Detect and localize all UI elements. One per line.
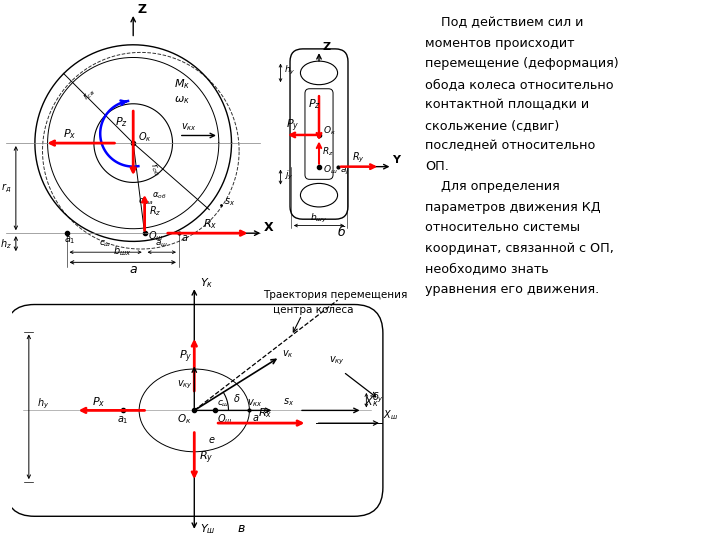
Text: $R_z$: $R_z$ — [322, 145, 334, 158]
Text: $X_к$: $X_к$ — [364, 395, 379, 409]
Text: $\alpha_{об}$: $\alpha_{об}$ — [152, 190, 167, 200]
Text: $P_y$: $P_y$ — [287, 118, 300, 134]
Text: $O_к$: $O_к$ — [176, 413, 191, 427]
Text: $O_к$: $O_к$ — [138, 131, 151, 144]
Text: $b_{шy}$: $b_{шy}$ — [310, 212, 328, 225]
Text: $P_z$: $P_z$ — [307, 97, 320, 111]
Text: $R_y$: $R_y$ — [199, 449, 213, 466]
Text: $v_{кy}$: $v_{кy}$ — [176, 379, 193, 392]
Text: $O_ш$: $O_ш$ — [323, 163, 337, 176]
Text: $P_x$: $P_x$ — [63, 127, 77, 140]
Text: X: X — [264, 221, 274, 234]
Text: $M_к$: $M_к$ — [174, 77, 191, 91]
Text: $a_j$: $a_j$ — [340, 165, 349, 177]
Text: $O_ш$: $O_ш$ — [148, 230, 163, 244]
Text: $j_y$: $j_y$ — [284, 168, 293, 181]
Text: $h_z$: $h_z$ — [1, 237, 12, 251]
Text: $P_z$: $P_z$ — [115, 116, 128, 129]
Text: $s_x$: $s_x$ — [224, 196, 235, 208]
Text: $a$: $a$ — [252, 414, 259, 423]
Text: $v_{кy}$: $v_{кy}$ — [330, 355, 346, 367]
Text: $h_y$: $h_y$ — [284, 64, 295, 77]
Text: $X_ш$: $X_ш$ — [383, 409, 398, 422]
Text: Z: Z — [323, 42, 330, 52]
Text: $h_y$: $h_y$ — [37, 397, 50, 411]
Text: $R_x$: $R_x$ — [203, 217, 217, 231]
Text: $\delta_y$: $\delta_y$ — [372, 391, 384, 406]
Text: $a_ш$: $a_ш$ — [156, 239, 168, 249]
Text: $\omega_к$: $\omega_к$ — [174, 94, 190, 106]
Text: Y: Y — [392, 155, 400, 165]
Text: б: б — [338, 226, 346, 239]
Text: $r_д$: $r_д$ — [1, 181, 12, 195]
Text: $R_z$: $R_z$ — [149, 204, 161, 218]
Text: $Y_ш$: $Y_ш$ — [200, 522, 215, 536]
Text: $P_y$: $P_y$ — [179, 348, 192, 365]
Text: а: а — [130, 263, 137, 276]
Text: $R_x$: $R_x$ — [258, 406, 272, 420]
Text: $a_1$: $a_1$ — [117, 415, 129, 427]
Text: $c_ш$: $c_ш$ — [99, 239, 112, 249]
Text: $P_x$: $P_x$ — [92, 395, 106, 409]
Text: $O_ш$: $O_ш$ — [217, 413, 233, 427]
Text: $v_{кx}$: $v_{кx}$ — [181, 121, 197, 133]
Text: $v_к$: $v_к$ — [282, 348, 294, 360]
Text: $v_{кx}$: $v_{кx}$ — [247, 397, 263, 409]
Text: $s_x$: $s_x$ — [282, 396, 294, 408]
Text: центра колеса: центра колеса — [273, 305, 353, 315]
Text: $a$: $a$ — [181, 233, 188, 243]
Text: $O_к$: $O_к$ — [323, 124, 336, 137]
Text: $r_{св}$: $r_{св}$ — [81, 86, 98, 104]
Text: $\delta$: $\delta$ — [233, 392, 240, 404]
Text: $c_ш$: $c_ш$ — [217, 399, 230, 409]
Text: $Y_к$: $Y_к$ — [200, 276, 213, 290]
Text: $r_{об}$: $r_{об}$ — [147, 161, 163, 178]
Text: Траектория перемещения: Траектория перемещения — [264, 291, 408, 300]
Text: в: в — [238, 522, 245, 535]
Text: $R_y$: $R_y$ — [351, 151, 364, 165]
Text: $\alpha_{ша}$: $\alpha_{ша}$ — [138, 197, 154, 207]
Text: Под действием сил и
моментов происходит
перемещение (деформация)
обода колеса от: Под действием сил и моментов происходит … — [426, 16, 619, 296]
Text: $a_1$: $a_1$ — [64, 234, 76, 246]
Text: Z: Z — [137, 3, 146, 16]
Text: $e$: $e$ — [208, 435, 215, 445]
Text: $b_{шx}$: $b_{шx}$ — [114, 244, 132, 258]
